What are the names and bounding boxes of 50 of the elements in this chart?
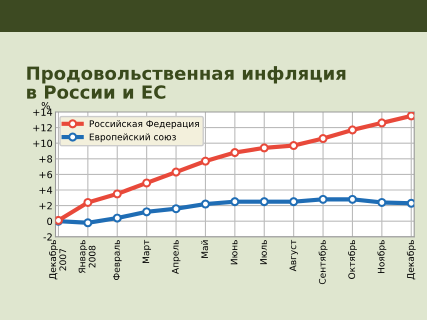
point xyxy=(230,197,240,206)
y-tick-label: +12 xyxy=(33,124,52,132)
legend-label: Российская Федерация xyxy=(90,120,199,129)
y-axis-title: % xyxy=(42,102,50,110)
point xyxy=(406,198,414,208)
point xyxy=(260,197,269,206)
x-tick-label: Октябрь xyxy=(348,240,357,279)
point xyxy=(260,143,269,152)
y-tick-label: +4 xyxy=(39,186,52,194)
x-tick-label: Январь 2008 xyxy=(78,240,96,274)
point xyxy=(83,198,92,207)
point xyxy=(172,204,181,214)
x-tick-label: Декабрь 2007 xyxy=(48,240,66,280)
x-tick-label: Сентябрь xyxy=(318,240,328,284)
x-tick-label: Май xyxy=(201,240,208,258)
y-tick-label: +14 xyxy=(33,108,52,116)
point xyxy=(377,198,386,207)
point xyxy=(289,141,298,150)
x-tick-label: Февраль xyxy=(113,240,122,280)
point xyxy=(348,194,357,204)
point xyxy=(406,112,414,120)
point xyxy=(112,214,122,223)
point xyxy=(230,148,240,158)
y-tick-label: +8 xyxy=(39,155,52,163)
y-tick-label: +10 xyxy=(33,140,52,148)
point xyxy=(172,168,181,177)
point xyxy=(200,156,210,166)
x-tick-label: Ноябрь xyxy=(377,240,386,274)
point xyxy=(348,125,357,134)
point xyxy=(83,218,92,228)
point xyxy=(318,134,328,144)
y-tick-label: -2 xyxy=(44,233,52,240)
x-tick-label: Июль xyxy=(260,240,267,264)
point xyxy=(289,197,298,206)
x-tick-label: Август xyxy=(290,240,298,272)
point xyxy=(377,118,386,128)
point xyxy=(200,200,210,209)
chart-title: Продовольственная инфляция в России и ЕС xyxy=(27,66,346,99)
point xyxy=(142,207,152,216)
x-tick-label: Декабрь xyxy=(406,240,416,280)
legend-label: Европейский союз xyxy=(90,133,176,142)
x-tick-label: Март xyxy=(142,240,152,264)
point xyxy=(318,194,328,204)
point xyxy=(142,178,152,188)
x-tick-label: Апрель xyxy=(172,240,180,274)
point xyxy=(112,189,122,198)
y-tick-label: +2 xyxy=(39,202,52,210)
y-tick-label: 0 xyxy=(47,218,52,226)
x-tick-label: Июнь xyxy=(230,240,238,264)
y-tick-label: +6 xyxy=(39,170,52,178)
